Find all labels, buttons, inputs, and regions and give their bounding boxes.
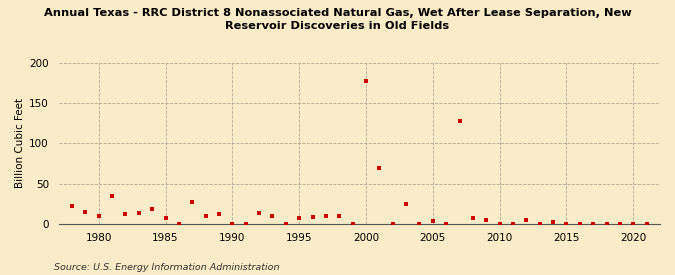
- Point: [254, 210, 265, 215]
- Point: [454, 119, 465, 123]
- Point: [267, 214, 278, 218]
- Point: [441, 222, 452, 226]
- Point: [494, 222, 505, 226]
- Point: [160, 216, 171, 220]
- Point: [334, 214, 345, 218]
- Point: [614, 222, 625, 226]
- Point: [80, 210, 90, 214]
- Point: [387, 222, 398, 226]
- Point: [294, 216, 304, 220]
- Point: [641, 222, 652, 226]
- Point: [601, 222, 612, 226]
- Point: [173, 222, 184, 226]
- Point: [280, 222, 291, 226]
- Point: [347, 222, 358, 226]
- Point: [67, 204, 78, 208]
- Point: [414, 222, 425, 226]
- Point: [321, 214, 331, 218]
- Point: [427, 218, 438, 223]
- Point: [508, 222, 518, 226]
- Point: [93, 214, 104, 218]
- Point: [535, 222, 545, 226]
- Point: [574, 222, 585, 226]
- Point: [213, 212, 224, 216]
- Point: [521, 218, 532, 222]
- Point: [307, 214, 318, 219]
- Point: [468, 216, 479, 220]
- Point: [134, 210, 144, 215]
- Point: [401, 202, 412, 206]
- Point: [374, 165, 385, 170]
- Point: [200, 214, 211, 218]
- Point: [146, 207, 157, 211]
- Point: [628, 222, 639, 226]
- Text: Source: U.S. Energy Information Administration: Source: U.S. Energy Information Administ…: [54, 263, 279, 272]
- Point: [588, 222, 599, 226]
- Point: [561, 222, 572, 226]
- Point: [360, 78, 371, 83]
- Point: [227, 222, 238, 226]
- Point: [481, 218, 491, 222]
- Point: [187, 200, 198, 204]
- Point: [547, 220, 558, 224]
- Y-axis label: Billion Cubic Feet: Billion Cubic Feet: [15, 98, 25, 188]
- Point: [240, 222, 251, 226]
- Point: [107, 193, 117, 198]
- Text: Annual Texas - RRC District 8 Nonassociated Natural Gas, Wet After Lease Separat: Annual Texas - RRC District 8 Nonassocia…: [44, 8, 631, 31]
- Point: [120, 212, 131, 216]
